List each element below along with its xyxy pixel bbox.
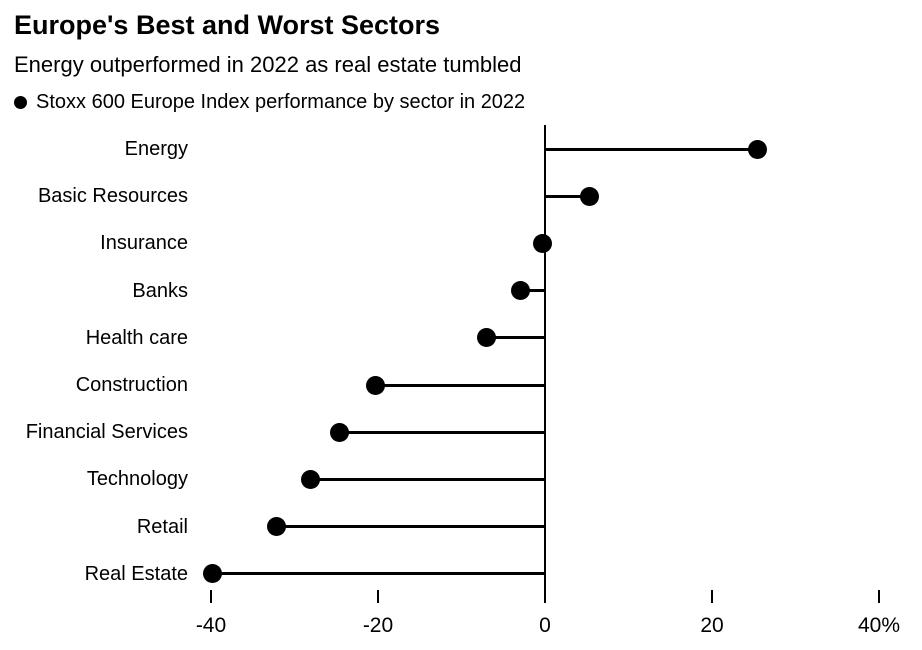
axis-tick-label: 0 — [539, 614, 551, 637]
axis-tick-label: 20 — [700, 614, 724, 637]
chart-title: Europe's Best and Worst Sectors — [14, 10, 441, 40]
axis-tick — [210, 590, 212, 603]
lollipop-dot — [300, 469, 320, 489]
axis-tick — [878, 590, 880, 603]
category-label: Energy — [124, 138, 188, 160]
lollipop-dot — [330, 422, 350, 442]
lollipop-dot — [748, 139, 768, 159]
lollipop-dot — [365, 375, 385, 395]
zero-axis-line — [544, 125, 546, 603]
category-label: Construction — [75, 374, 188, 396]
lollipop-stem — [339, 430, 545, 434]
lollipop-stem — [486, 336, 545, 340]
category-label: Health care — [85, 326, 188, 349]
category-label: Real Estate — [84, 562, 188, 585]
category-label: Technology — [86, 468, 188, 491]
legend-label: Stoxx 600 Europe Index performance by se… — [36, 91, 526, 113]
axis-tick-label: -20 — [362, 614, 394, 637]
lollipop-dot — [267, 517, 287, 537]
axis-tick — [711, 590, 713, 603]
lollipop-stem — [545, 147, 758, 151]
category-label: Retail — [136, 515, 188, 538]
lollipop-dot — [477, 328, 497, 348]
axis-tick-label: 40% — [857, 614, 901, 637]
lollipop-dot — [579, 186, 599, 206]
lollipop-stem — [375, 383, 545, 387]
legend-dot-icon — [14, 96, 27, 109]
lollipop-stem — [310, 477, 545, 481]
axis-tick — [377, 590, 379, 603]
lollipop-dot — [532, 233, 552, 253]
axis-tick-label: -40 — [195, 614, 227, 637]
category-label: Insurance — [100, 232, 188, 255]
chart-legend: Stoxx 600 Europe Index performance by se… — [14, 91, 525, 114]
lollipop-stem — [276, 525, 545, 529]
lollipop-stem — [520, 289, 545, 293]
category-label: Financial Services — [25, 421, 188, 444]
lollipop-dot — [203, 564, 223, 584]
lollipop-dot — [511, 281, 531, 301]
lollipop-stem — [545, 194, 590, 198]
chart-subtitle: Energy outperformed in 2022 as real esta… — [14, 52, 522, 77]
category-label: Basic Resources — [37, 185, 188, 208]
lollipop-stem — [212, 572, 545, 576]
category-label: Banks — [132, 279, 188, 302]
